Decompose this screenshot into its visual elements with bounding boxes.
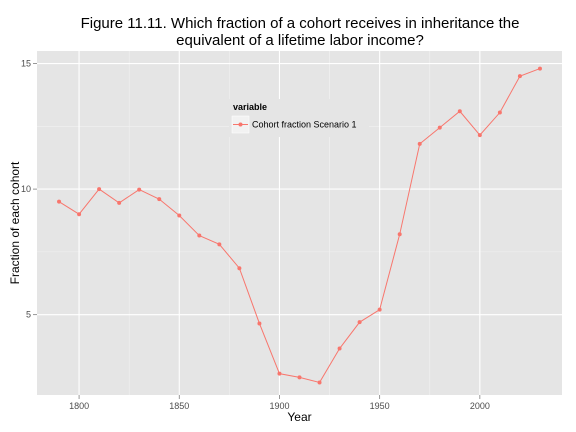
data-point — [97, 187, 102, 192]
data-point — [157, 197, 162, 202]
y-tick-label: 5 — [26, 310, 31, 320]
chart-title: Figure 11.11. Which fraction of a cohort… — [81, 15, 520, 49]
y-axis-ticks: 5 10 15 — [21, 59, 37, 320]
y-axis-title: Fraction of each cohort — [8, 161, 22, 284]
x-axis-title: Year — [287, 410, 311, 424]
data-point — [237, 266, 242, 271]
legend-key-point — [238, 122, 243, 127]
data-point — [197, 233, 202, 238]
data-point — [337, 346, 342, 351]
data-point — [277, 371, 282, 376]
x-tick-label: 1950 — [370, 401, 390, 411]
data-point — [537, 66, 542, 71]
data-point — [457, 109, 462, 114]
chart-title-line-2: equivalent of a lifetime labor income? — [176, 32, 424, 49]
x-tick-label: 1850 — [169, 401, 189, 411]
data-point — [377, 307, 382, 312]
data-point — [357, 320, 362, 325]
data-point — [217, 242, 222, 247]
y-tick-label: 15 — [21, 59, 31, 69]
data-point — [297, 375, 302, 380]
legend-title: variable — [233, 102, 267, 112]
data-point — [177, 213, 182, 218]
data-point — [117, 200, 122, 205]
x-axis-ticks: 1800 1850 1900 1950 2000 — [69, 395, 490, 411]
y-tick-label: 10 — [21, 184, 31, 194]
series-layer — [57, 66, 542, 385]
legend: variable Cohort fraction Scenario 1 — [229, 99, 369, 137]
legend-background — [229, 99, 369, 137]
data-point — [57, 199, 62, 204]
data-point — [417, 141, 422, 146]
legend-entry-label: Cohort fraction Scenario 1 — [252, 120, 357, 130]
chart-title-line-1: Figure 11.11. Which fraction of a cohort… — [81, 15, 520, 32]
x-tick-label: 1800 — [69, 401, 89, 411]
data-point — [137, 187, 142, 192]
data-point — [497, 110, 502, 115]
data-point — [437, 125, 442, 130]
data-point — [317, 380, 322, 385]
data-point — [257, 321, 262, 326]
data-point — [517, 74, 522, 79]
x-tick-label: 1900 — [269, 401, 289, 411]
data-point — [397, 232, 402, 237]
x-tick-label: 2000 — [470, 401, 490, 411]
data-point — [477, 133, 482, 138]
data-point — [77, 212, 82, 217]
